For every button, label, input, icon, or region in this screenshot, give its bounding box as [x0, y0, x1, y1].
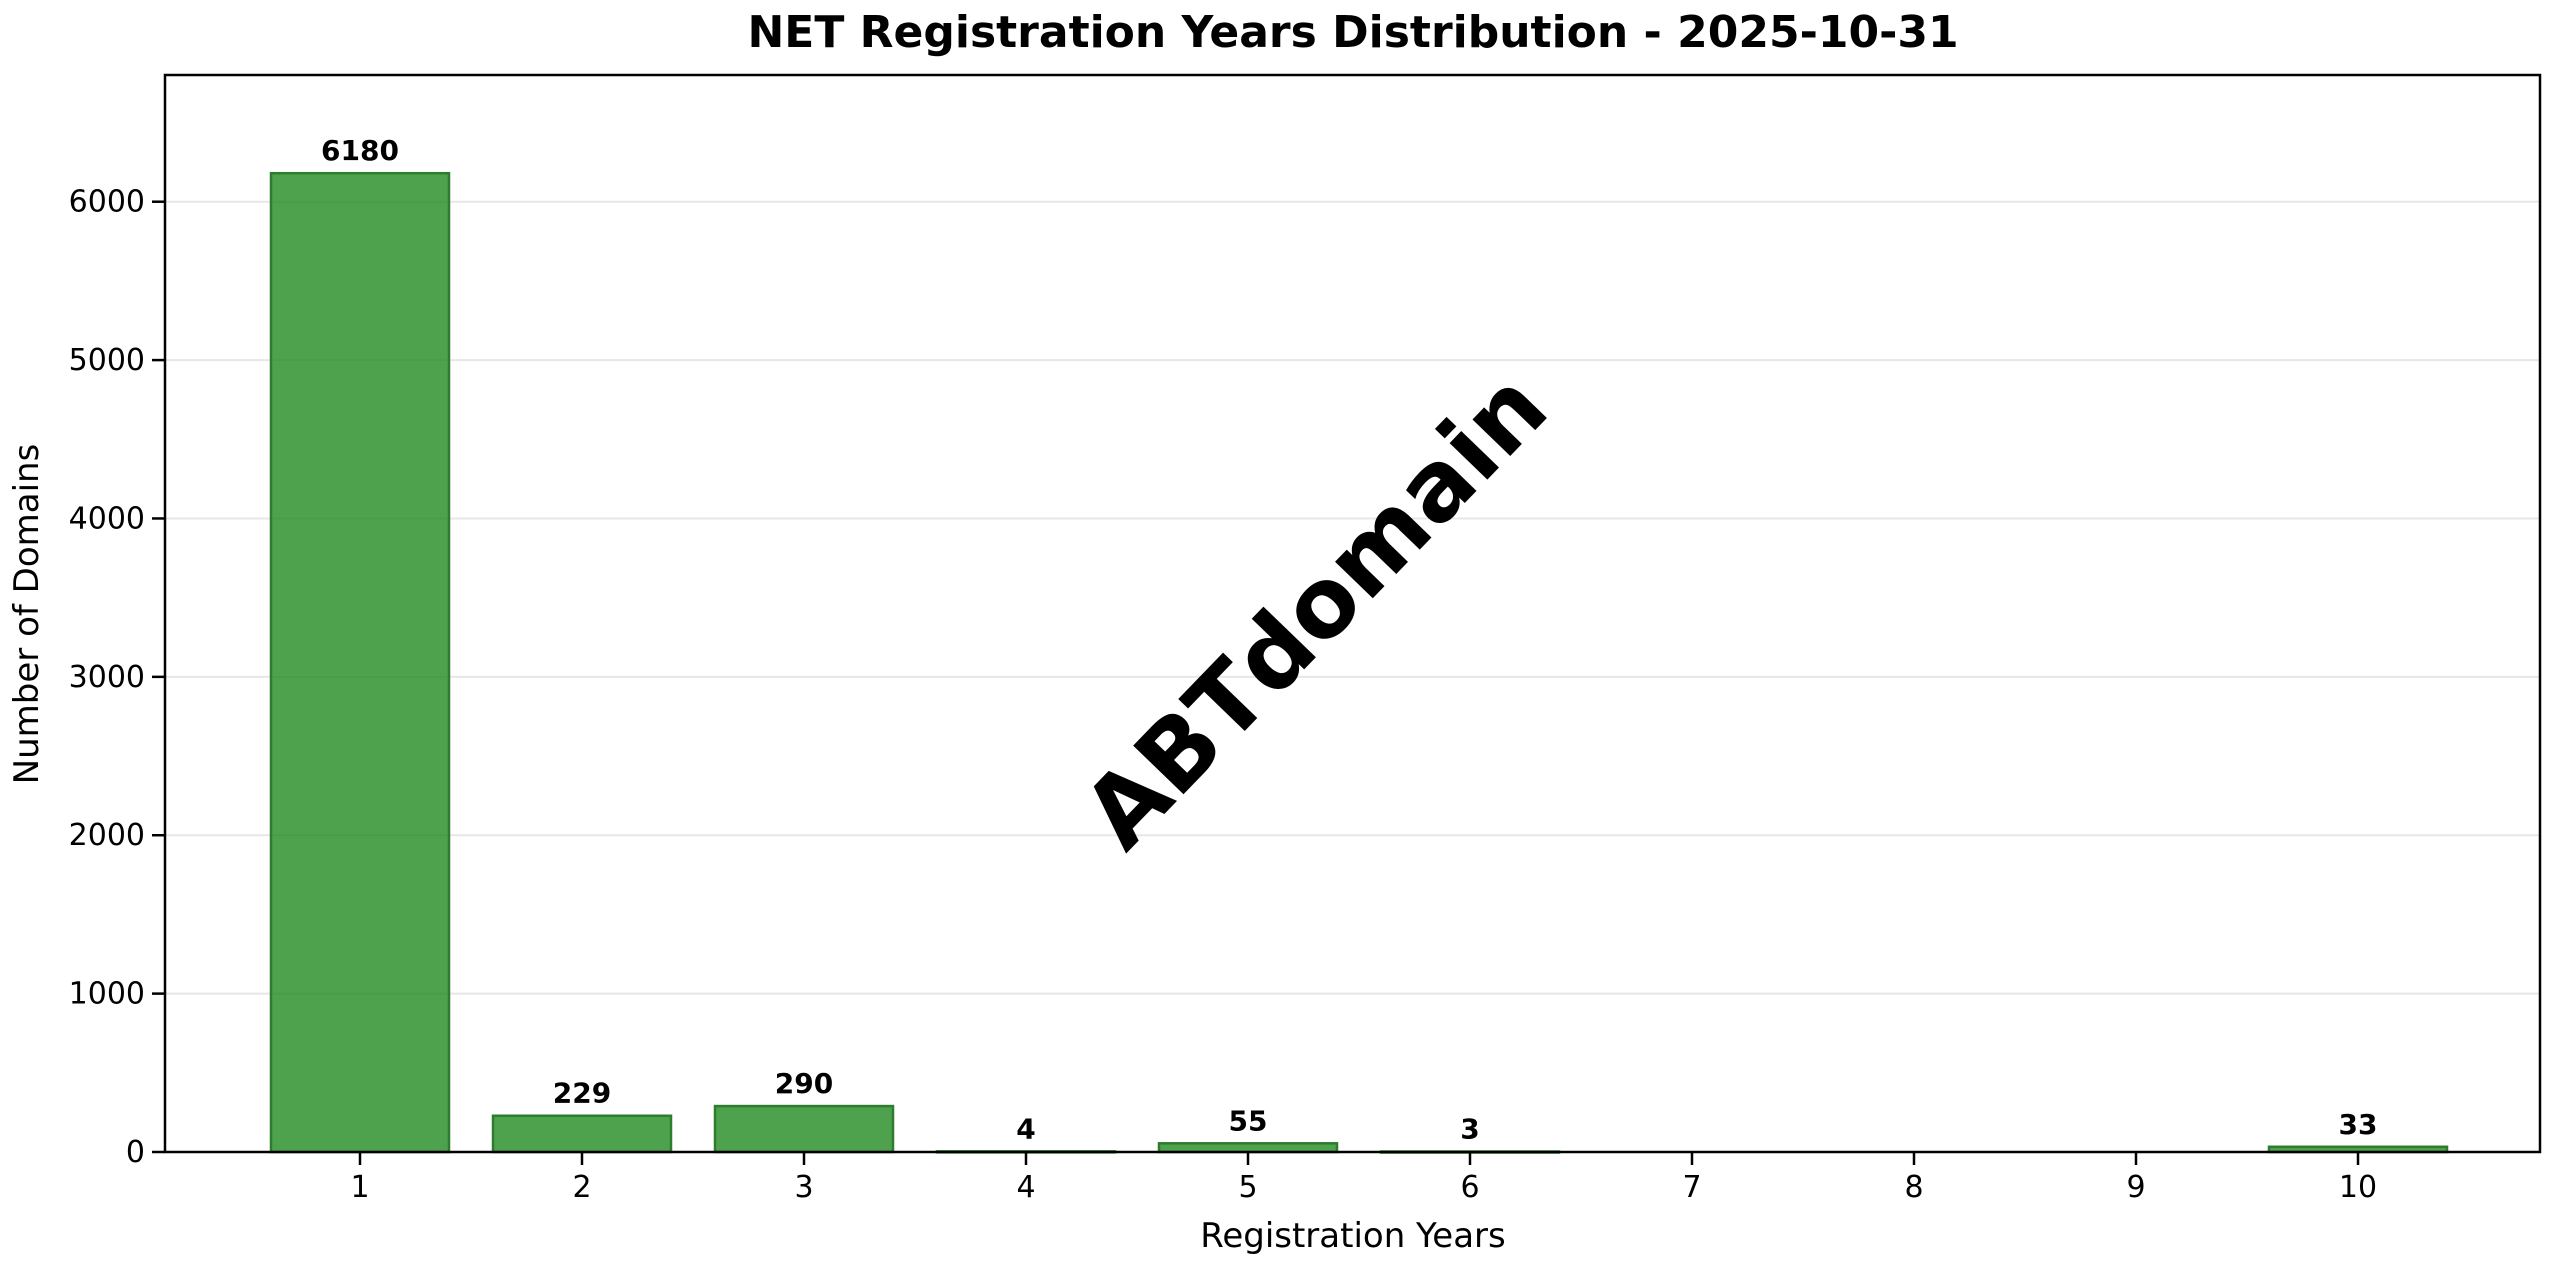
- x-tick-label: 10: [2339, 1170, 2377, 1205]
- x-tick-label: 3: [794, 1170, 813, 1205]
- chart-title: NET Registration Years Distribution - 20…: [747, 7, 1958, 58]
- bar: [269, 171, 451, 1154]
- axis-ticks-layer: 0 1000 2000 3000 4000 5000 6000 1 2 3 4 5 6 7 8 9 10: [69, 185, 2377, 1205]
- bar: [491, 1114, 673, 1154]
- y-tick-label: 0: [126, 1135, 145, 1170]
- x-tick-label: 1: [350, 1170, 369, 1205]
- x-tick-label: 8: [1904, 1170, 1923, 1205]
- bar: [713, 1104, 895, 1154]
- x-tick-label: 2: [572, 1170, 591, 1205]
- x-tick-label: 5: [1238, 1170, 1257, 1205]
- gridlines-layer: [165, 200, 2540, 995]
- y-tick-label: 5000: [69, 343, 145, 378]
- x-tick-label: 7: [1682, 1170, 1701, 1205]
- x-tick-label: 4: [1016, 1170, 1035, 1205]
- y-tick-label: 6000: [69, 185, 145, 220]
- bar-value-label: 229: [553, 1077, 611, 1110]
- x-tick-label: 6: [1460, 1170, 1479, 1205]
- y-tick-label: 1000: [69, 977, 145, 1012]
- bar-value-label: 33: [2339, 1108, 2378, 1141]
- x-tick-label: 9: [2126, 1170, 2145, 1205]
- bar: [1157, 1142, 1339, 1154]
- bar-value-label: 3: [1460, 1113, 1479, 1146]
- bar-value-label: 290: [775, 1067, 833, 1100]
- y-axis-label: Number of Domains: [7, 444, 47, 785]
- watermark-text: ABTdomain: [1062, 351, 1569, 870]
- bar-value-label: 6180: [321, 134, 399, 167]
- y-tick-label: 3000: [69, 660, 145, 695]
- x-axis-label: Registration Years: [1200, 1216, 1506, 1256]
- bars-layer: [269, 171, 2449, 1154]
- y-tick-label: 4000: [69, 501, 145, 536]
- bar-value-label: 4: [1016, 1112, 1035, 1145]
- bar-value-label: 55: [1229, 1104, 1268, 1137]
- y-tick-label: 2000: [69, 818, 145, 853]
- plot-frame: [163, 73, 2542, 1154]
